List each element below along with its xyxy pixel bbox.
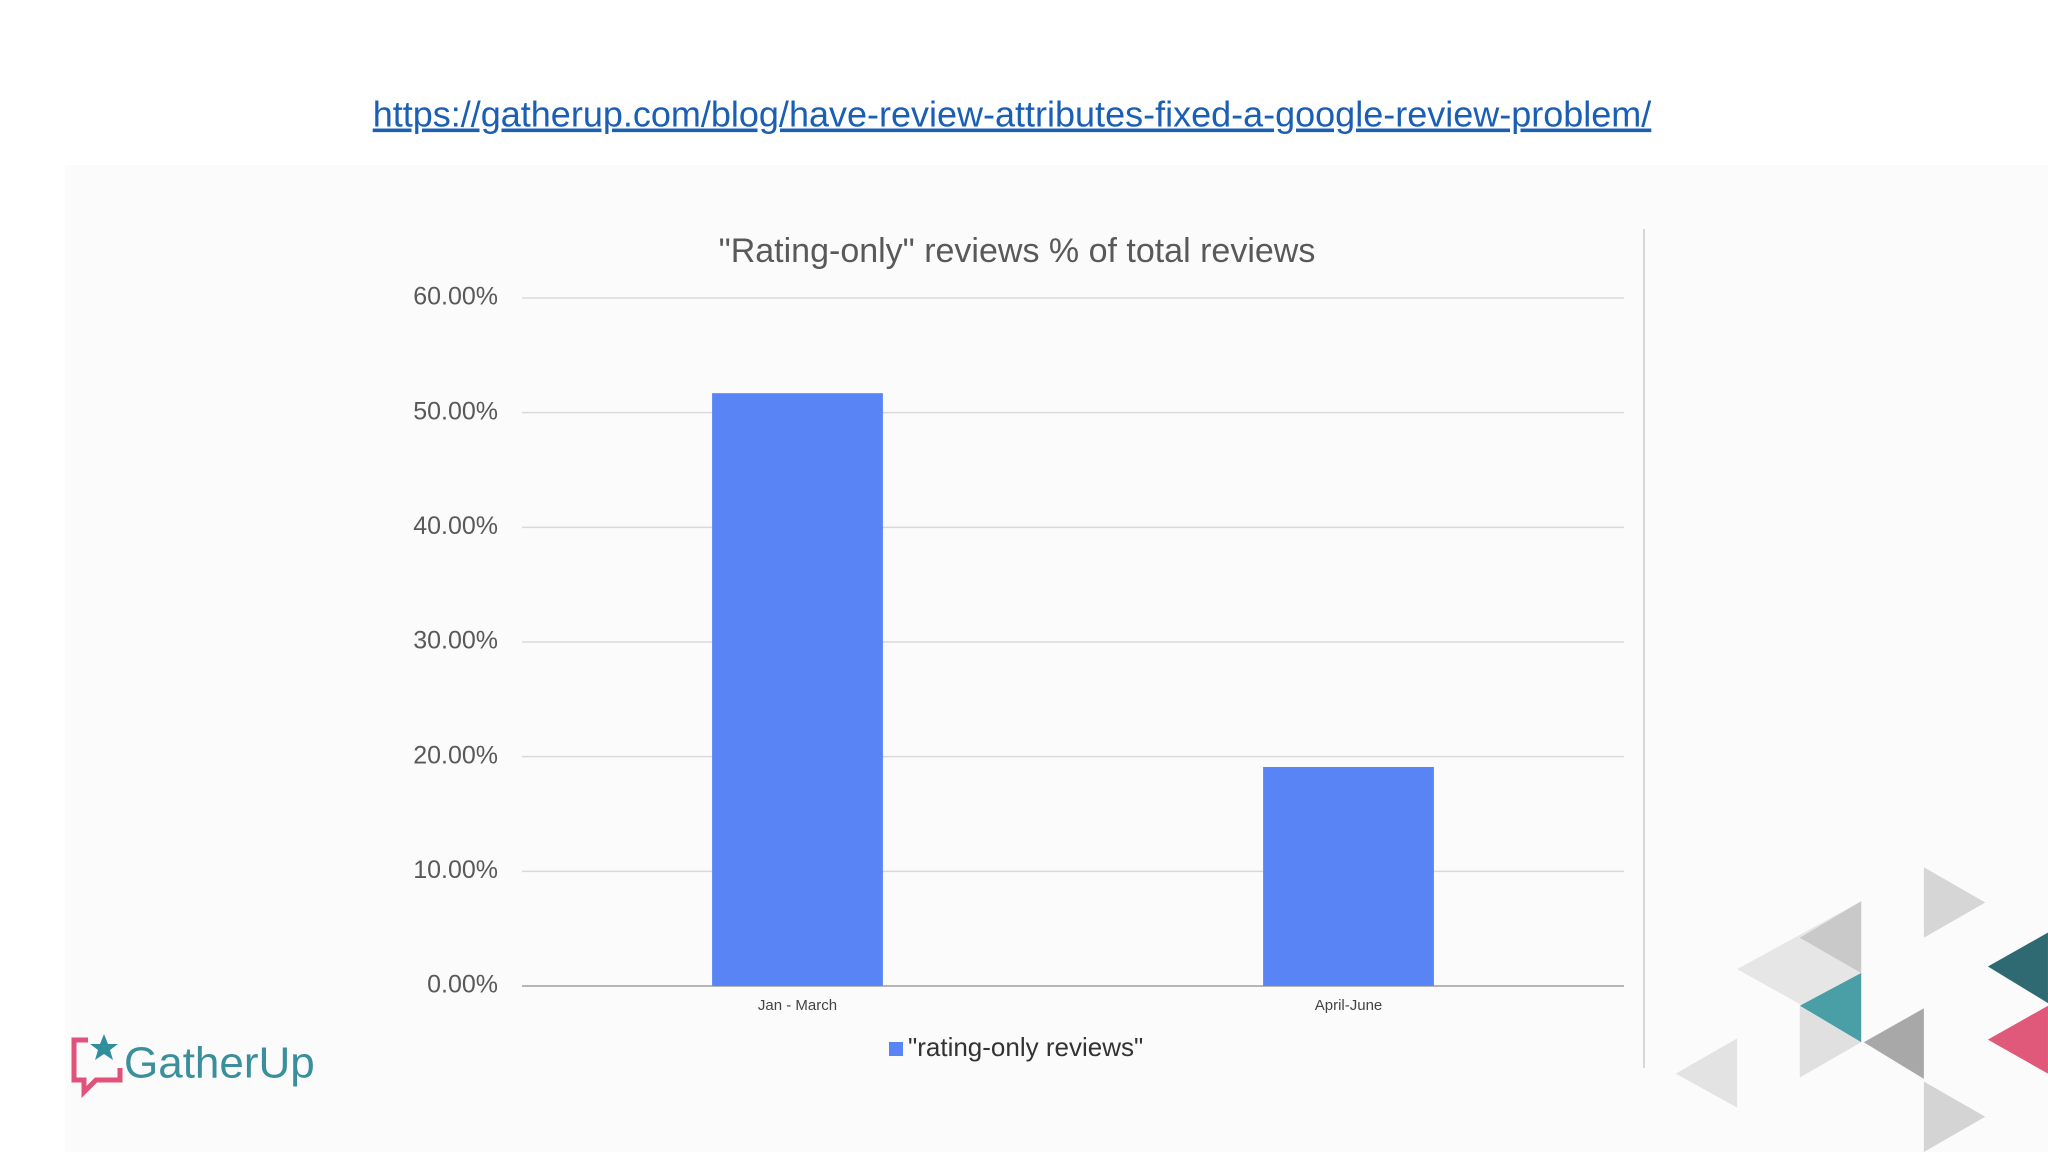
decorative-triangles	[1675, 867, 2048, 1152]
legend-label: "rating-only reviews"	[908, 1032, 1143, 1062]
y-tick-label: 40.00%	[413, 512, 498, 540]
triangle	[1799, 973, 1862, 1043]
y-tick-label: 50.00%	[413, 397, 498, 425]
x-tick-label: Jan - March	[758, 997, 837, 1014]
y-tick-label: 20.00%	[413, 741, 498, 769]
url-link[interactable]: https://gatherup.com/blog/have-review-at…	[373, 94, 1652, 135]
logo-text: GatherUp	[124, 1039, 315, 1088]
logo-icon	[71, 1037, 123, 1099]
y-tick-label: 60.00%	[413, 283, 498, 311]
y-tick-label: 0.00%	[427, 971, 498, 999]
triangle	[1923, 867, 1986, 938]
legend-swatch	[889, 1042, 903, 1056]
triangle	[1675, 1038, 1738, 1108]
triangle	[1799, 1005, 1862, 1078]
y-tick-label: 30.00%	[413, 627, 498, 655]
logo-star	[90, 1034, 118, 1060]
triangle	[1799, 901, 1862, 974]
chart-background	[65, 165, 2048, 1152]
chart-title: "Rating-only" reviews % of total reviews	[719, 232, 1316, 270]
triangle	[1863, 1008, 1924, 1079]
y-tick-label: 10.00%	[413, 856, 498, 884]
logo: GatherUp	[71, 1034, 315, 1099]
x-tick-label: April-June	[1315, 997, 1383, 1014]
triangle	[1987, 1005, 2048, 1074]
bar	[1263, 766, 1434, 986]
triangle	[1923, 1081, 1986, 1152]
triangle	[1987, 932, 2048, 1004]
bar	[712, 393, 883, 986]
